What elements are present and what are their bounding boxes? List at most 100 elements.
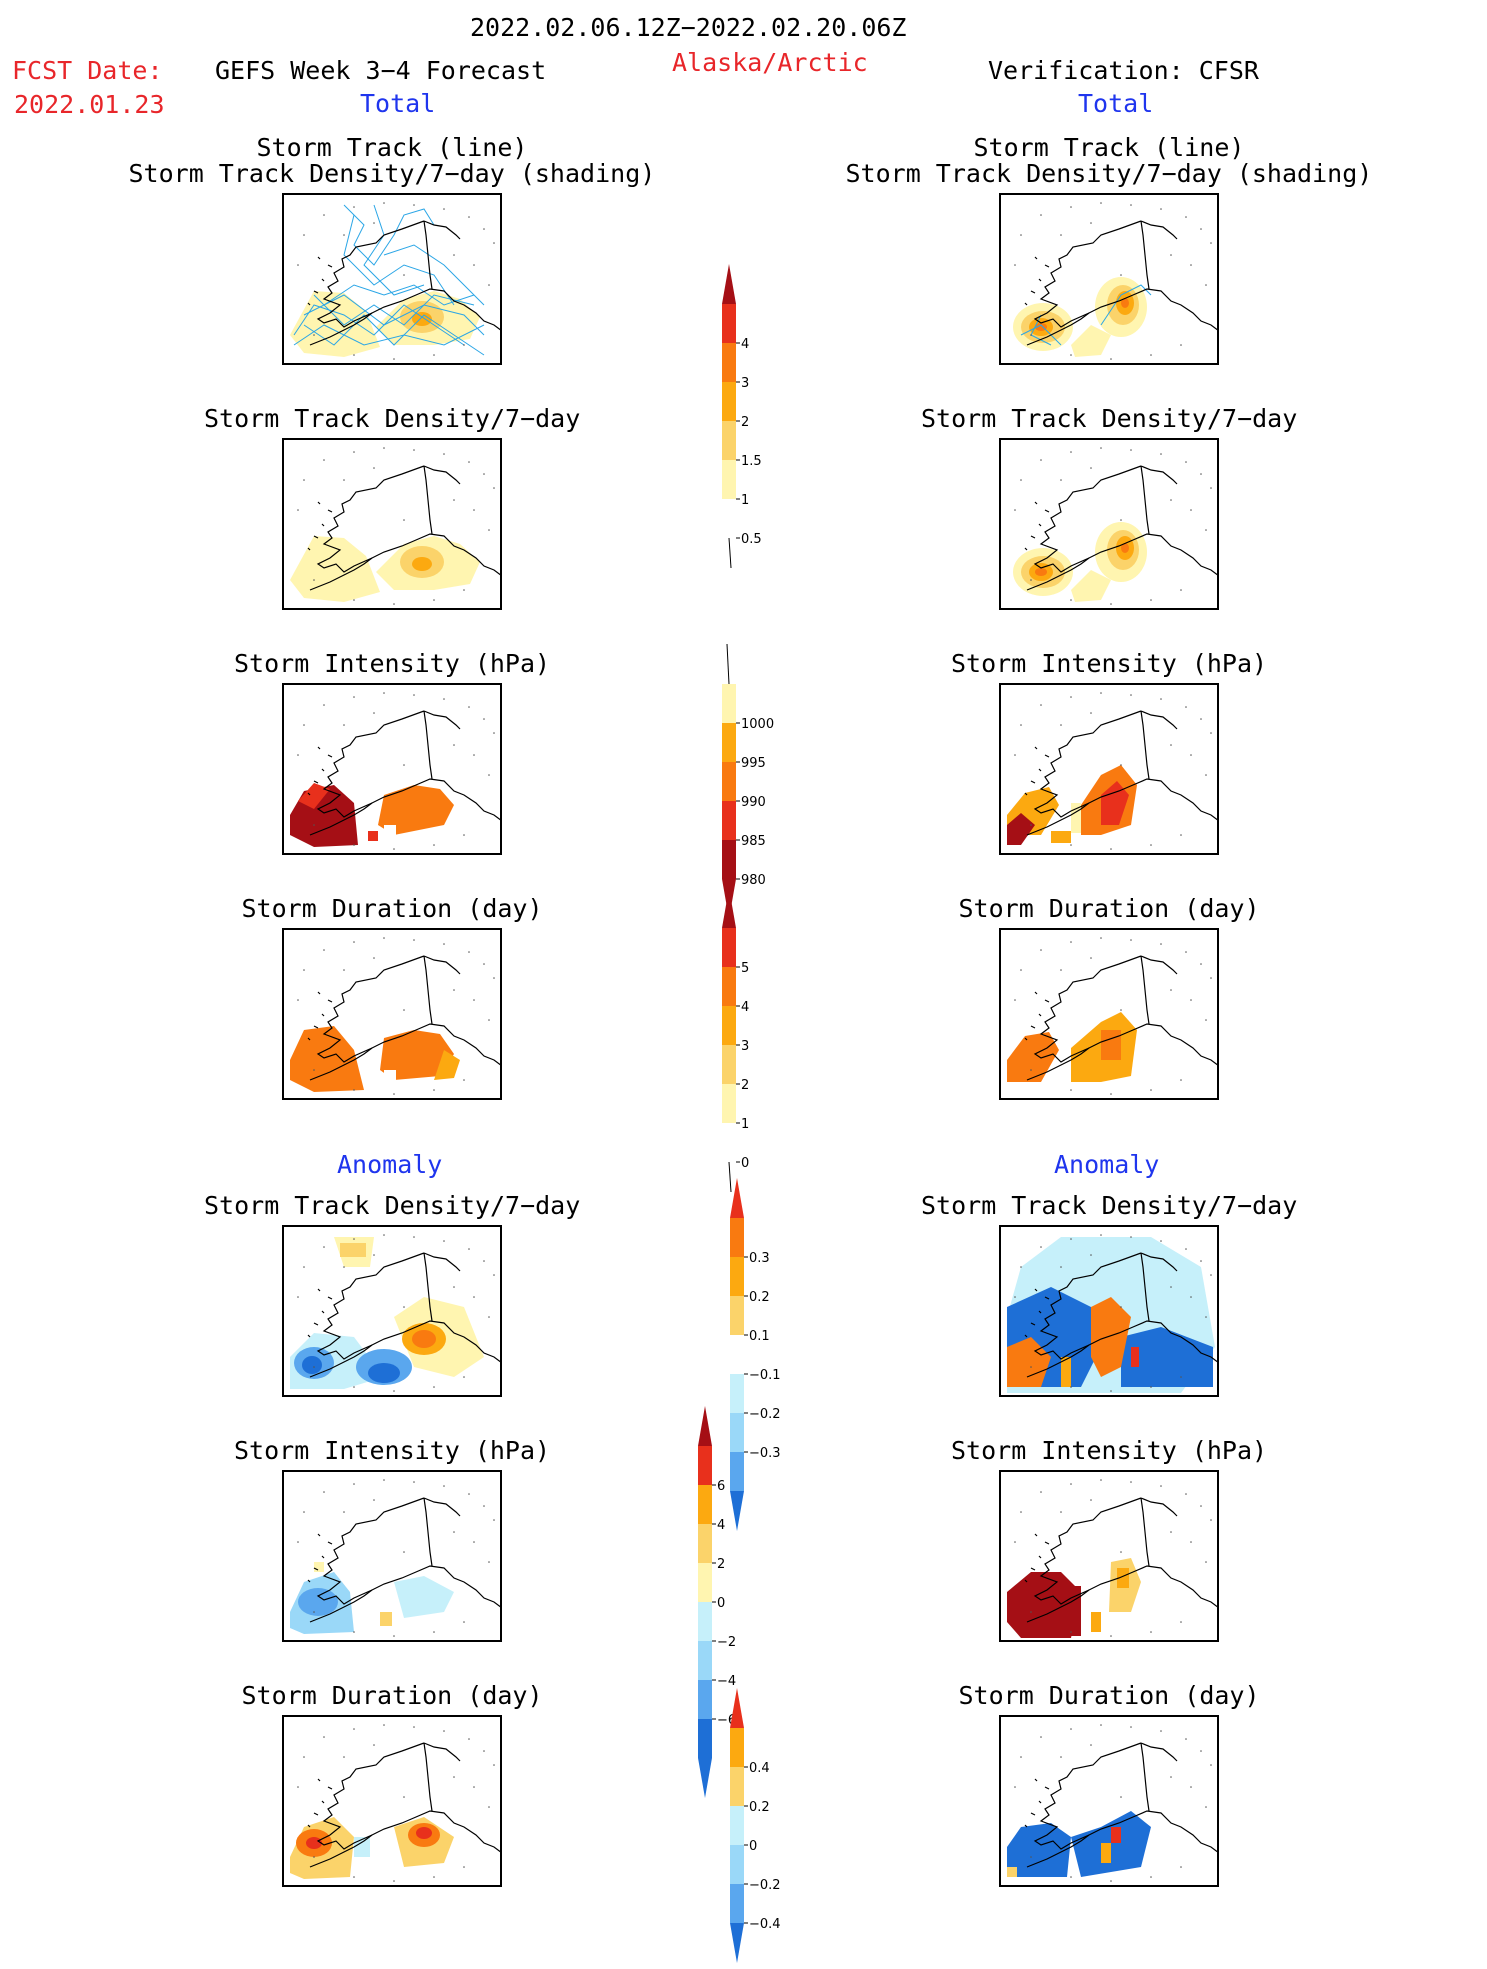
field-shading <box>306 1837 322 1849</box>
map-right-6 <box>999 1470 1219 1642</box>
colorbar-segment <box>722 684 736 723</box>
colorbar-segment <box>722 421 736 460</box>
field-shading <box>290 536 380 602</box>
verification-title: Verification: CFSR <box>988 56 1259 85</box>
field-shading <box>1101 781 1129 825</box>
graticule-dots <box>297 937 495 1095</box>
panel-title-left-3: Storm Intensity (hPa) <box>234 649 551 678</box>
colorbar-label: 2 <box>717 1557 725 1572</box>
field-shading <box>1007 1867 1017 1877</box>
colorbar-top-arrow <box>698 1406 712 1446</box>
fcst-date-label: FCST Date: <box>12 56 163 85</box>
graticule-dots <box>297 447 495 605</box>
field-shading <box>394 1576 454 1618</box>
colorbar-label: −4 <box>717 1674 736 1689</box>
map-left-1 <box>282 193 502 365</box>
field-shading <box>1121 298 1129 308</box>
panel-title-left-7: Storm Duration (day) <box>241 1681 543 1710</box>
panel-title-left-4: Storm Duration (day) <box>241 894 543 923</box>
colorbar-label: 985 <box>741 834 766 849</box>
coastline <box>307 465 500 591</box>
colorbar-segment <box>698 1446 712 1485</box>
coastline <box>307 220 500 346</box>
colorbar-segment <box>722 1123 736 1162</box>
graticule-dots <box>1014 447 1212 605</box>
map-left-3 <box>282 683 502 855</box>
map-right-7 <box>999 1715 1219 1887</box>
colorbar-bottom-arrow <box>730 1491 744 1531</box>
colorbar-segment <box>722 928 736 967</box>
panel-title-right-5: Storm Track Density/7−day <box>921 1191 1298 1220</box>
field-shading <box>1101 1843 1111 1863</box>
field-shading <box>384 825 396 835</box>
field-shading <box>1061 1586 1081 1636</box>
panel-title-right-1: Storm Track (line) <box>973 133 1245 162</box>
field-shading <box>1121 543 1129 553</box>
field-shading <box>1061 1357 1071 1387</box>
colorbar-label: 4 <box>741 1000 749 1015</box>
colorbar-label: 0.2 <box>749 1290 770 1305</box>
colorbar-segment <box>730 1728 744 1767</box>
field-shading <box>368 831 378 841</box>
colorbar-label: 980 <box>741 873 766 888</box>
field-shading <box>434 1050 460 1080</box>
panel-title-left-2: Storm Track Density/7−day <box>204 404 581 433</box>
map-left-7 <box>282 1715 502 1887</box>
field-shading <box>378 785 454 835</box>
graticule-dots <box>297 1234 495 1392</box>
field-shading <box>1131 1347 1139 1367</box>
colorbar-segment <box>722 343 736 382</box>
colorbar-label: 0.4 <box>749 1761 770 1776</box>
graticule-dots <box>297 692 495 850</box>
map-left-5 <box>282 1225 502 1397</box>
colorbar-segment <box>730 1413 744 1452</box>
colorbar-1: 4 3 2 1.5 1 0.5 <box>722 264 762 569</box>
colorbar-segment <box>730 1452 744 1491</box>
field-shading <box>302 1356 322 1374</box>
anomaly-label-right: Anomaly <box>1054 1150 1160 1179</box>
field-shading <box>1071 325 1111 357</box>
panel-title-right-2: Storm Track Density/7−day <box>921 404 1298 433</box>
forecast-title: GEFS Week 3−4 Forecast <box>215 56 547 85</box>
colorbar-label: 0.2 <box>749 1800 770 1815</box>
storm-tracks <box>293 204 485 356</box>
anomaly-label-left: Anomaly <box>337 1150 443 1179</box>
field-shading <box>298 1588 338 1616</box>
colorbar-label: 5 <box>741 961 749 976</box>
colorbar-label: 2 <box>741 415 749 430</box>
coastline <box>307 710 500 836</box>
graticule-dots <box>1014 937 1212 1095</box>
colorbar-segment <box>722 723 736 762</box>
graticule-dots <box>297 202 495 360</box>
panel-title-left-1: Storm Track (line) <box>256 133 528 162</box>
field-shading <box>340 1243 366 1257</box>
coastline <box>307 955 500 1081</box>
colorbar-label: 2 <box>741 1078 749 1093</box>
colorbar-bottom-arrow <box>698 1758 712 1798</box>
field-shading <box>1035 568 1047 576</box>
field-shading <box>368 1363 400 1383</box>
coastline <box>307 1252 500 1378</box>
colorbar-label: 0.3 <box>749 1251 770 1266</box>
date-range-title: 2022.02.06.12Z−2022.02.20.06Z <box>470 13 907 42</box>
colorbar-label: 1 <box>741 493 749 508</box>
colorbar-segment <box>730 1767 744 1806</box>
graticule-dots <box>297 1724 495 1882</box>
panel-subtitle-right-1: Storm Track Density/7−day (shading) <box>845 159 1373 188</box>
graticule-dots <box>1014 1479 1212 1637</box>
field-shading <box>1117 1568 1129 1588</box>
graticule-dots <box>1014 1724 1212 1882</box>
colorbar-segment <box>698 1563 712 1602</box>
colorbar-label: 1.5 <box>741 454 762 469</box>
colorbar-bottom-tail <box>728 537 732 569</box>
colorbar-segment <box>722 499 736 538</box>
colorbar-label: 3 <box>741 376 749 391</box>
total-label-right: Total <box>1078 89 1154 118</box>
colorbar-segment <box>698 1680 712 1719</box>
graticule-dots <box>1014 1234 1212 1392</box>
panel-title-right-3: Storm Intensity (hPa) <box>951 649 1268 678</box>
panel-title-right-7: Storm Duration (day) <box>958 1681 1260 1710</box>
field-shading <box>1101 1030 1121 1060</box>
map-right-5 <box>999 1225 1219 1397</box>
field-shading <box>380 1030 454 1080</box>
